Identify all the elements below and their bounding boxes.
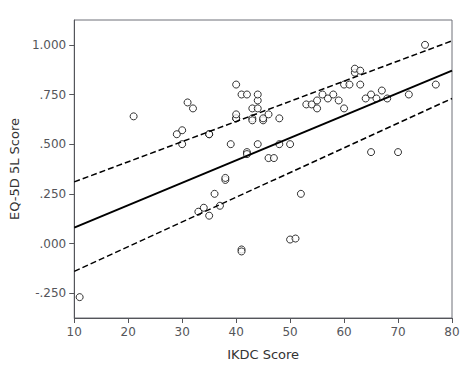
svg-text:10: 10 <box>67 325 82 339</box>
svg-text:.000: .000 <box>40 237 67 251</box>
svg-text:EQ-5D 5L Score: EQ-5D 5L Score <box>7 118 22 220</box>
svg-text:80: 80 <box>444 325 459 339</box>
svg-text:70: 70 <box>390 325 405 339</box>
svg-text:50: 50 <box>282 325 297 339</box>
svg-text:20: 20 <box>121 325 136 339</box>
svg-text:40: 40 <box>229 325 244 339</box>
svg-text:IKDC Score: IKDC Score <box>227 347 299 362</box>
svg-text:.250: .250 <box>40 187 67 201</box>
svg-text:-.250: -.250 <box>35 286 66 300</box>
svg-text:30: 30 <box>175 325 190 339</box>
svg-text:.500: .500 <box>40 137 67 151</box>
svg-text:60: 60 <box>336 325 351 339</box>
svg-text:.750: .750 <box>40 88 67 102</box>
svg-text:1.000: 1.000 <box>32 38 66 52</box>
